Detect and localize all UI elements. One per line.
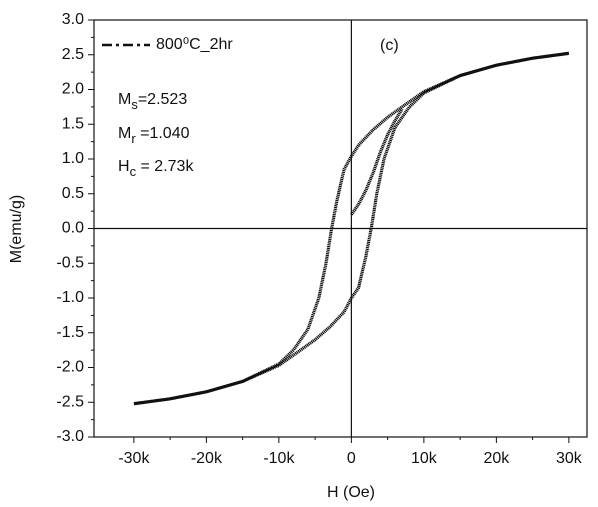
annotation-tail: =1.040 [136,125,190,142]
x-axis-title: H (Oe) [327,484,375,501]
annotation-sub: c [130,164,137,179]
y-tick-label: -1.5 [56,324,84,341]
x-tick-label: -10k [263,450,295,467]
y-tick-label: 0.5 [62,185,84,202]
annotation-main: M [118,125,131,142]
x-tick-label: 0 [347,450,356,467]
annotation: Ms=2.523 [118,91,187,112]
y-tick-label: -3.0 [56,428,84,445]
annotation-tail: = 2.73k [136,158,194,175]
annotation-main: H [118,158,130,175]
y-tick-label: -2.0 [56,359,84,376]
y-tick-label: -2.5 [56,393,84,410]
annotation-main: M [118,91,131,108]
annotation-tail: =2.523 [138,91,187,108]
x-tick-label: 30k [556,450,583,467]
y-tick-label: 2.0 [62,81,84,98]
legend-label: 800⁰C_2hr [156,36,233,53]
annotation-sub: s [131,97,138,112]
y-tick-label: 2.5 [62,46,84,63]
data-line [133,51,570,406]
y-tick-label: 0.0 [62,220,84,237]
x-tick-label: 20k [483,450,510,467]
x-tick-label: -20k [191,450,223,467]
y-tick-label: 1.0 [62,150,84,167]
annotation-sub: r [131,131,136,146]
annotation: Hc = 2.73k [118,158,194,179]
x-tick-label: -30k [118,450,150,467]
y-tick-label: -1.0 [56,289,84,306]
x-tick-label: 10k [411,450,438,467]
y-tick-label: -0.5 [56,254,84,271]
y-axis-title: M(emu/g) [8,195,25,263]
y-tick-label: 3.0 [62,11,84,28]
annotation-main: (c) [380,37,399,54]
annotation: Mr =1.040 [118,125,190,146]
y-tick-label: 1.5 [62,115,84,132]
annotation: (c) [380,37,399,54]
